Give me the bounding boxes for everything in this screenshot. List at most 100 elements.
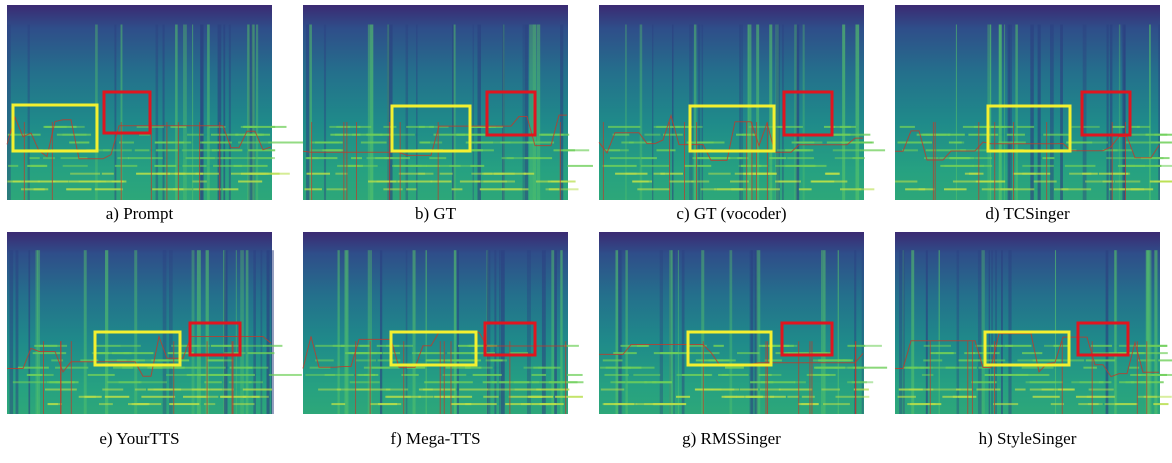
spectrogram-background [7,5,272,200]
harmonic [1075,395,1093,398]
harmonic [979,180,1006,183]
harmonic [1143,395,1172,398]
harmonic [98,403,113,406]
spectrogram-stripe [370,250,372,414]
harmonic [154,141,184,144]
harmonic [96,180,124,183]
spectrogram-stripe [1009,24,1012,200]
harmonic [305,373,335,376]
harmonic [555,395,583,398]
harmonic [714,188,744,191]
spectrogram-stripe [205,250,209,414]
harmonic [776,149,808,152]
harmonic [976,388,1001,391]
spectrogram-stripe [536,24,541,200]
harmonic [315,344,345,347]
harmonic [1085,359,1116,362]
harmonic [47,403,58,406]
harmonic [315,359,334,362]
harmonic [641,157,657,160]
harmonic [471,125,492,128]
harmonic [1061,188,1092,191]
harmonic [834,157,863,160]
harmonic [1125,381,1148,384]
harmonic [1042,157,1055,160]
harmonic [729,180,749,183]
harmonic [508,395,543,398]
spectrogram-stripe [541,250,546,414]
harmonic [925,149,937,152]
panel-caption: d) TCSinger [985,204,1070,223]
harmonic [72,125,85,128]
spectrogram-stripe [1145,250,1150,414]
harmonic [1016,125,1035,128]
harmonic [385,388,409,391]
harmonic [425,164,461,167]
spectrogram-stripe [769,24,773,200]
harmonic [821,388,840,391]
harmonic [1135,344,1168,347]
spectrogram-stripe [502,24,505,200]
harmonic [12,180,41,183]
harmonic [360,141,387,144]
harmonic [613,352,637,355]
harmonic [201,141,221,144]
harmonic [1043,133,1070,136]
harmonic [450,403,472,406]
spectrogram-stripe [228,24,231,200]
harmonic [397,180,433,183]
spectrogram-stripe [625,250,628,414]
harmonic [127,157,163,160]
harmonic [1114,180,1141,183]
harmonic [608,125,641,128]
harmonic [1098,172,1111,175]
harmonic [8,164,19,167]
harmonic [262,344,283,347]
harmonic [660,352,688,355]
harmonic [134,388,147,391]
harmonic [246,366,269,369]
spectrogram-stripe [669,250,673,414]
spectrogram-stripe [1146,250,1149,414]
harmonic [1136,125,1151,128]
harmonic [332,344,346,347]
spectrogram-stripe [999,24,1001,200]
harmonic [623,366,655,369]
spectrogram-stripe [240,250,244,414]
harmonic [666,125,692,128]
harmonic [326,188,347,191]
harmonic [478,366,493,369]
harmonic [70,172,101,175]
spectrogram-stripe [899,250,903,414]
harmonic [794,381,806,384]
spectrogram-stripe [416,24,418,200]
harmonic [242,395,260,398]
harmonic [633,373,661,376]
harmonic [746,395,775,398]
harmonic [474,180,508,183]
harmonic [798,188,812,191]
harmonic [924,157,939,160]
harmonic [801,395,815,398]
harmonic [923,344,952,347]
harmonic [1071,381,1104,384]
harmonic [602,359,623,362]
harmonic [502,188,522,191]
spectrogram-stripe [837,250,840,414]
spectrogram-stripe [1060,24,1063,200]
harmonic [981,188,1013,191]
harmonic [426,359,461,362]
harmonic [708,172,731,175]
harmonic [356,388,391,391]
spectrogram-stripe [191,250,195,414]
spectrogram-panel [598,5,886,200]
spectrogram-stripe [486,250,489,414]
harmonic [177,141,192,144]
harmonic [947,133,965,136]
spectrogram-stripe [367,24,371,200]
harmonic [20,188,49,191]
harmonic [193,188,222,191]
spectrogram-stripe [747,24,749,200]
harmonic [482,172,504,175]
harmonic [208,125,226,128]
